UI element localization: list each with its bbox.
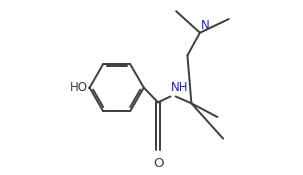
Text: NH: NH <box>171 81 189 94</box>
Text: O: O <box>153 157 163 170</box>
Text: N: N <box>201 19 209 32</box>
Text: HO: HO <box>69 81 88 94</box>
